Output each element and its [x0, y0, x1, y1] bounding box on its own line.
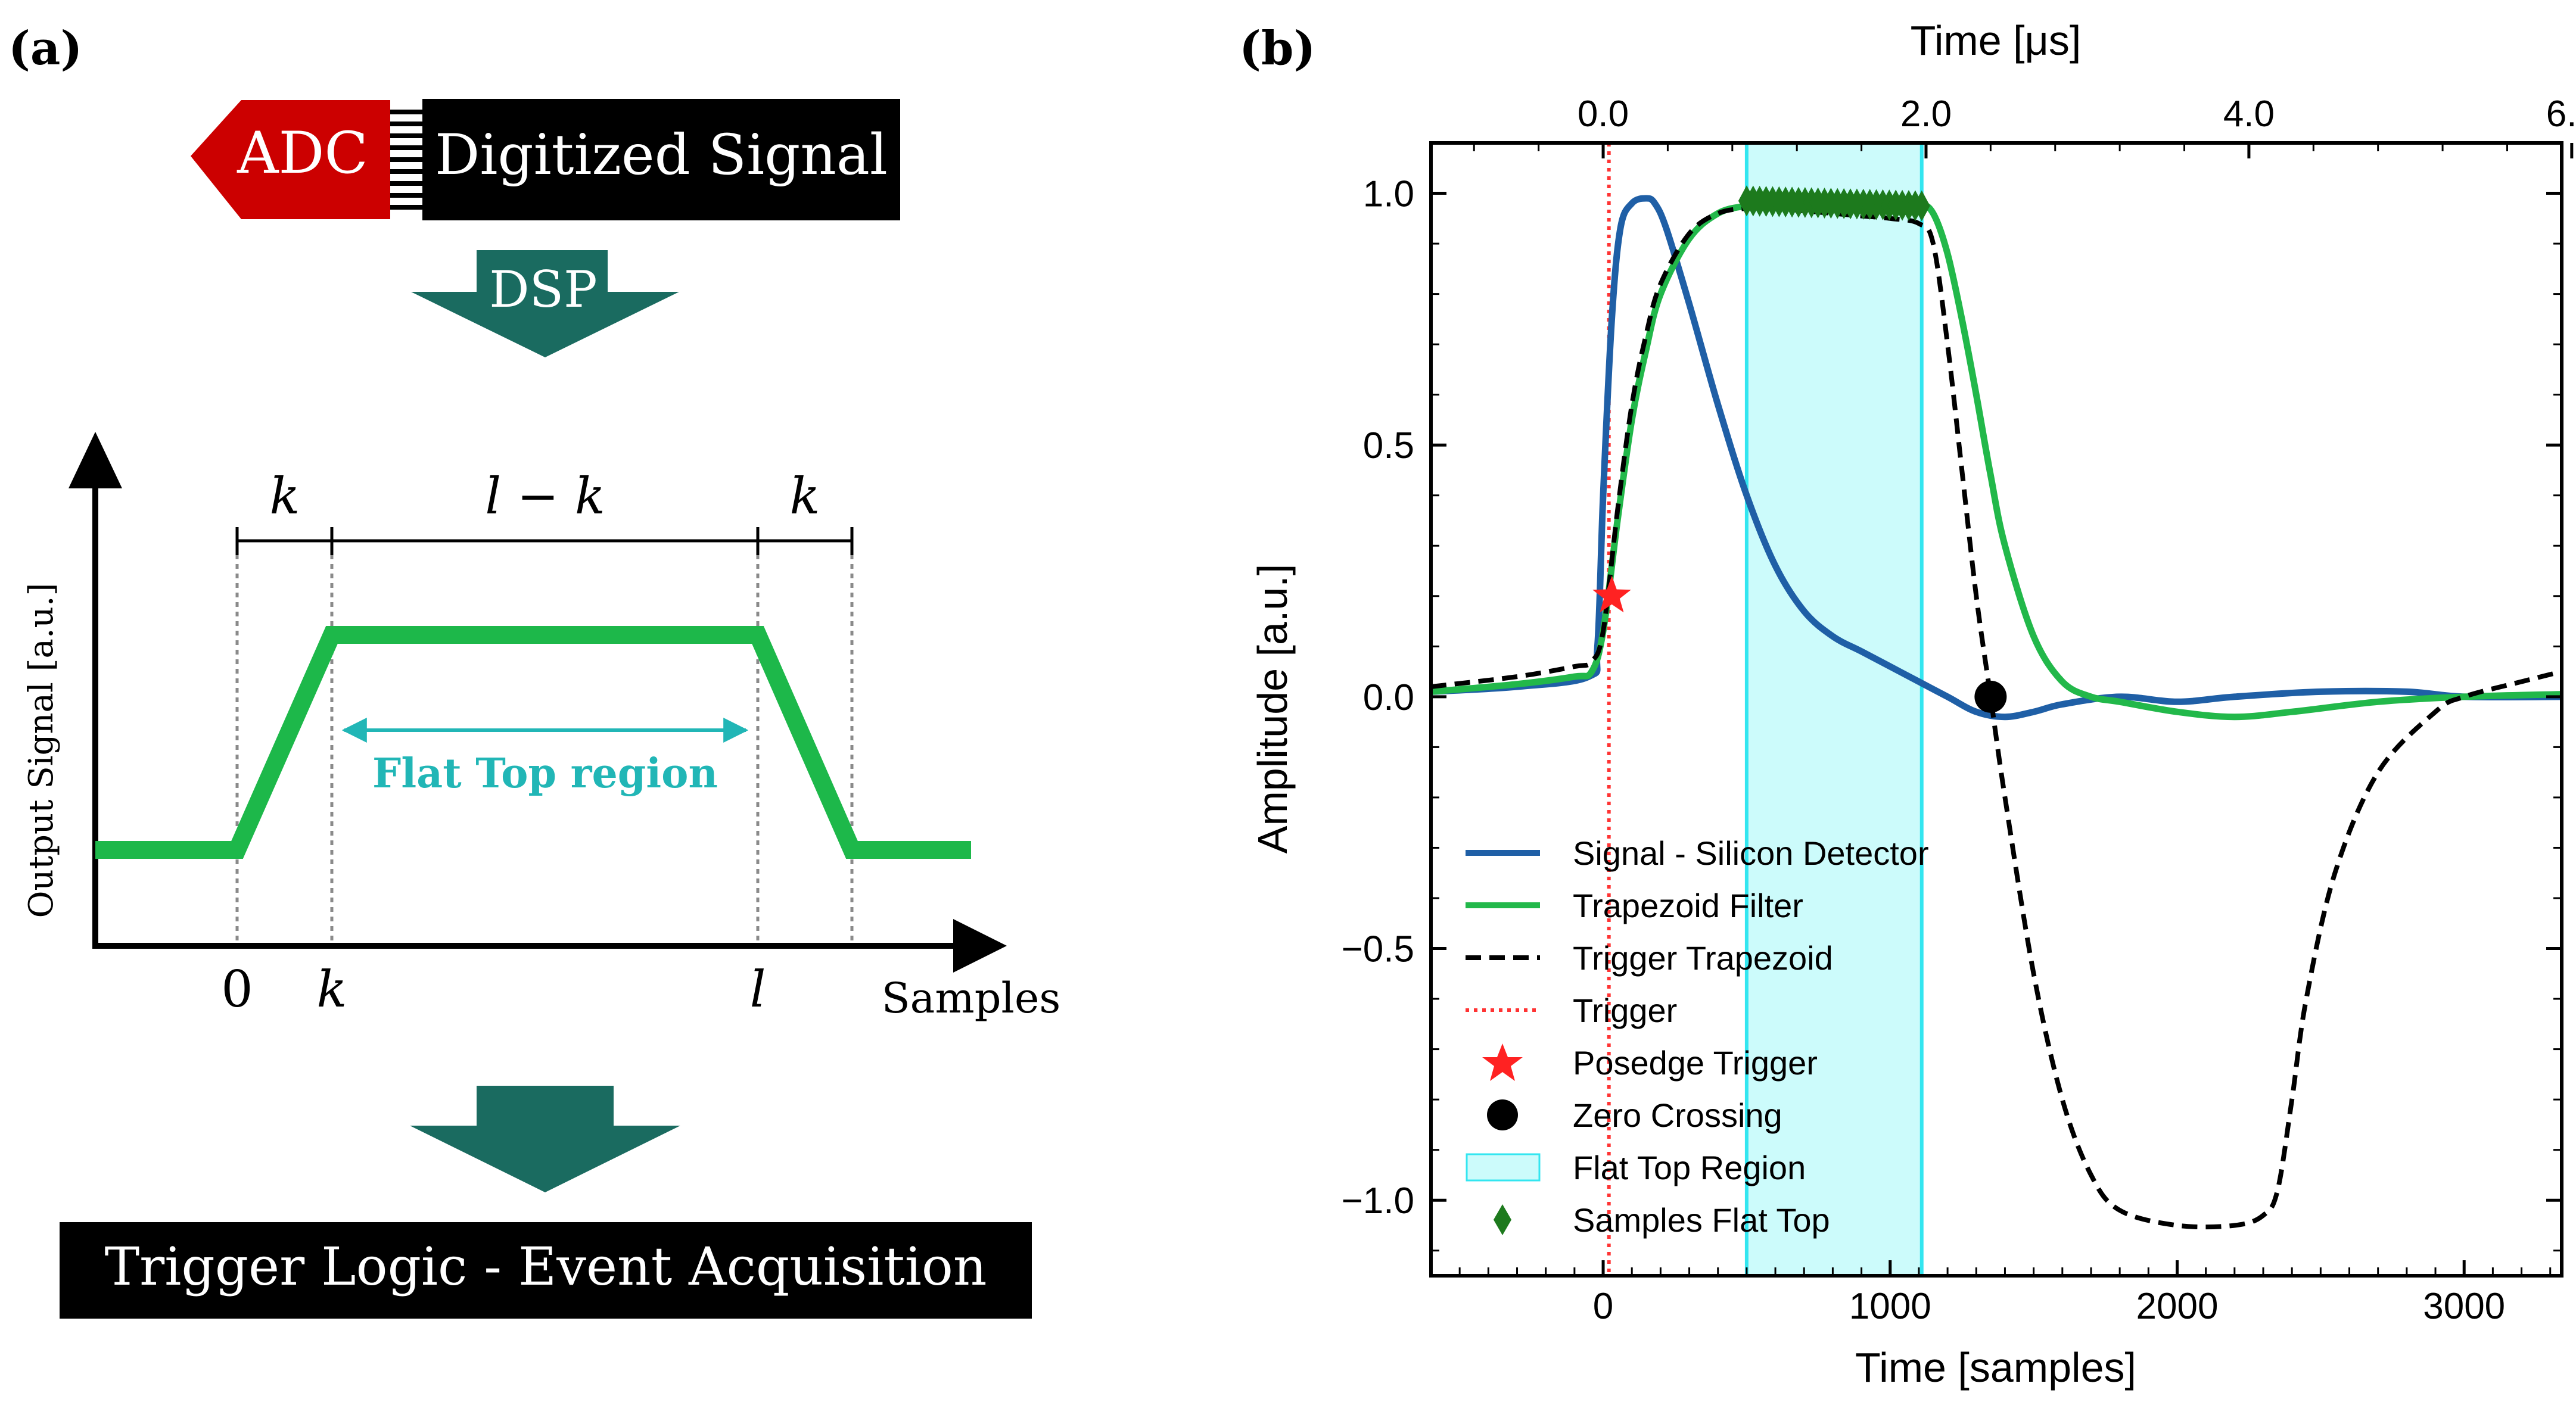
- legend-item-samples-flat-top: Samples Flat Top: [1494, 1201, 1830, 1239]
- trapezoid-diagram: Output Signal [a.u.] Samples k l − k k: [22, 432, 1060, 1023]
- label-top-l-minus-k: l − k: [485, 467, 605, 525]
- legend-swatch-posedge: [1482, 1043, 1523, 1081]
- y-tick-label: 0.5: [1363, 425, 1414, 466]
- plot-area: [1431, 143, 2562, 1276]
- tick-k: k: [317, 960, 347, 1018]
- top-x-tick-label: 2.0: [1900, 94, 1952, 135]
- dsp-arrow: DSP: [411, 250, 679, 357]
- panel-a-label: (a): [8, 21, 82, 76]
- trapezoid-shape: [95, 626, 971, 859]
- trapezoid-filter-line: [1431, 197, 2562, 721]
- x-axis-label: Time [samples]: [1855, 1344, 2136, 1391]
- x-tick-label: 1000: [1849, 1286, 1931, 1327]
- zero-crossing-marker: [1974, 680, 2007, 713]
- legend-swatch-flat-top-region: [1466, 1153, 1541, 1182]
- flat-top-sample-marker: [1913, 190, 1930, 222]
- x-tick-label: 3000: [2423, 1286, 2505, 1327]
- plot-frame: [1429, 141, 2563, 1278]
- x-tick-label: 0: [1593, 1286, 1613, 1327]
- legend-label-flat-top-region: Flat Top Region: [1573, 1149, 1806, 1186]
- tick-l: l: [750, 960, 766, 1018]
- legend-item-signal: Signal - Silicon Detector: [1466, 834, 1929, 872]
- dimension-bracket: [235, 527, 854, 555]
- flat-top-label: Flat Top region: [372, 750, 718, 797]
- legend-item-trigger-trapezoid: Trigger Trapezoid: [1466, 939, 1833, 977]
- panel-b: (b) 0 1000 2000 3000 0.0 2.0 4.0 6.0 1.0 0.5 0.0 −0…: [1239, 17, 2576, 1391]
- digitized-signal-box: [422, 99, 900, 220]
- adc-chip: ADC: [191, 100, 422, 219]
- legend-label-samples-flat-top: Samples Flat Top: [1573, 1201, 1830, 1239]
- diagram-xlabel: Samples: [882, 974, 1061, 1023]
- panel-b-label: (b): [1239, 21, 1315, 76]
- legend-item-flat-top-region: Flat Top Region: [1466, 1149, 1806, 1186]
- y-tick-label: 1.0: [1363, 174, 1414, 215]
- signal-line: [1431, 195, 2562, 721]
- top-x-tick-label: 6.0: [2546, 94, 2576, 135]
- legend-item-posedge: Posedge Trigger: [1482, 1043, 1818, 1082]
- top-x-tick-label: 4.0: [2223, 94, 2275, 135]
- axes: 0 1000 2000 3000 0.0 2.0 4.0 6.0 1.0 0.5 0.0 −0.5 −1…: [1342, 94, 2576, 1327]
- label-top-k1: k: [270, 467, 300, 525]
- diagram-ylabel: Output Signal [a.u.]: [22, 583, 61, 918]
- top-x-axis-label: Time [μs]: [1911, 17, 2082, 64]
- y-tick-label: −1.0: [1342, 1180, 1414, 1222]
- legend-label-zero-crossing: Zero Crossing: [1573, 1096, 1782, 1134]
- trigger-logic-label: Trigger Logic - Event Acquisition: [104, 1236, 987, 1297]
- trigger-logic-box: [60, 1222, 1032, 1319]
- legend-label-trigger-trapezoid: Trigger Trapezoid: [1573, 939, 1833, 977]
- legend-item-zero-crossing: Zero Crossing: [1487, 1096, 1782, 1134]
- plot-overlay: [1592, 185, 2007, 713]
- legend: Signal - Silicon Detector Trapezoid Filt…: [1466, 834, 1929, 1239]
- y-tick-label: 0.0: [1363, 677, 1414, 718]
- dsp-label: DSP: [489, 260, 597, 319]
- legend-swatch-samples-flat-top: [1494, 1204, 1511, 1235]
- y-tick-label: −0.5: [1342, 929, 1414, 970]
- panel-a: (a) ADC Digitized Signal DSP: [8, 21, 1060, 1319]
- legend-item-trigger: Trigger: [1466, 992, 1677, 1029]
- digitized-signal-label: Digitized Signal: [435, 123, 888, 188]
- dotted-guides: [235, 545, 854, 944]
- label-top-k2: k: [790, 467, 820, 525]
- adc-pins: [390, 110, 422, 210]
- y-axis-arrowhead: [69, 432, 122, 488]
- legend-item-trapezoid: Trapezoid Filter: [1466, 887, 1803, 924]
- x-axis-arrowhead: [953, 919, 1007, 973]
- y-axis-label: Amplitude [a.u.]: [1249, 564, 1296, 853]
- legend-swatch-zero-crossing: [1487, 1099, 1518, 1130]
- flat-top-region: [1746, 143, 1922, 1276]
- adc-label: ADC: [237, 120, 368, 186]
- top-x-tick-label: 0.0: [1578, 94, 1629, 135]
- legend-label-trapezoid: Trapezoid Filter: [1573, 887, 1803, 924]
- legend-label-signal: Signal - Silicon Detector: [1573, 834, 1929, 872]
- posedge-trigger-marker: [1592, 575, 1631, 613]
- legend-label-posedge: Posedge Trigger: [1573, 1044, 1818, 1082]
- adc-body: [191, 100, 390, 219]
- acquisition-arrow: [410, 1086, 680, 1192]
- x-tick-label: 2000: [2136, 1286, 2219, 1327]
- tick-0: 0: [221, 960, 253, 1018]
- legend-label-trigger: Trigger: [1573, 992, 1677, 1029]
